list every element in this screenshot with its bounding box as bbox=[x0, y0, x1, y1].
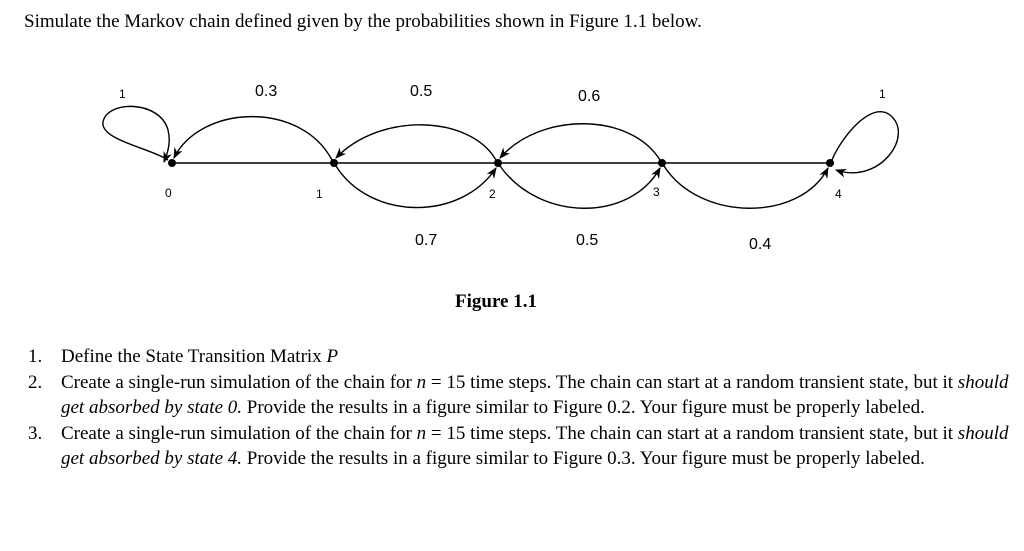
math-equation: = 15 bbox=[426, 371, 466, 393]
prob-label-2-1: 0.5 bbox=[410, 83, 432, 100]
prob-label-3-4: 0.4 bbox=[749, 236, 771, 253]
edge-3-2 bbox=[499, 123, 661, 161]
state-label-3: 3 bbox=[653, 185, 660, 199]
prob-label-0-0: 1 bbox=[119, 87, 126, 101]
list-item-number: 1. bbox=[28, 346, 43, 367]
emphasis-text: should get absorbed by state 4. bbox=[61, 422, 1009, 470]
list-item: 3. Create a single-run simulation of the… bbox=[24, 421, 1014, 472]
state-node-3 bbox=[658, 159, 666, 167]
figure-caption: Figure 1.1 bbox=[455, 291, 537, 312]
prob-label-2-3: 0.5 bbox=[576, 232, 598, 249]
state-node-1 bbox=[330, 159, 338, 167]
edge-1-0 bbox=[173, 115, 333, 161]
edge-1-2 bbox=[335, 165, 497, 209]
emphasis-text: should get absorbed by state 0. bbox=[61, 371, 1009, 419]
edge-2-1 bbox=[335, 124, 497, 161]
list-item: 2. Create a single-run simulation of the… bbox=[24, 370, 1014, 421]
edge-2-3 bbox=[499, 165, 661, 209]
math-equation: = 15 bbox=[426, 422, 466, 444]
prob-label-1-2: 0.7 bbox=[415, 232, 437, 249]
list-item-number: 3. bbox=[28, 422, 43, 444]
math-symbol: n bbox=[416, 371, 427, 393]
prob-label-4-4: 1 bbox=[879, 87, 886, 101]
state-label-0: 0 bbox=[165, 186, 172, 200]
prob-label-3-2: 0.6 bbox=[578, 88, 600, 105]
list-item-text: Provide the results in a figure similar … bbox=[242, 448, 925, 469]
task-list: 1. Define the State Transition Matrix P … bbox=[24, 344, 1014, 472]
state-label-1: 1 bbox=[316, 187, 323, 201]
edge-3-4 bbox=[663, 165, 829, 209]
math-symbol: n bbox=[416, 422, 427, 444]
state-node-2 bbox=[494, 159, 502, 167]
math-symbol: P bbox=[326, 346, 339, 367]
markov-chain-diagram: 0 1 2 3 4 1 0.3 0.7 0.5 0.5 0.6 0.4 1 bbox=[102, 83, 899, 253]
state-node-4 bbox=[826, 159, 834, 167]
list-item-text: Define the State Transition Matrix bbox=[61, 346, 327, 367]
state-label-4: 4 bbox=[835, 187, 842, 201]
list-item-text: Provide the results in a figure similar … bbox=[242, 397, 925, 418]
edge-4-4 bbox=[831, 111, 899, 178]
list-item: 1. Define the State Transition Matrix P bbox=[24, 344, 1014, 370]
intro-text: Simulate the Markov chain defined given … bbox=[24, 11, 702, 32]
list-item-text: Create a single-run simulation of the ch… bbox=[61, 371, 417, 393]
prob-label-1-0: 0.3 bbox=[255, 83, 277, 100]
list-item-text: time steps. The chain can start at a ran… bbox=[465, 422, 958, 444]
edge-0-0 bbox=[102, 105, 172, 164]
list-item-text: time steps. The chain can start at a ran… bbox=[465, 371, 958, 393]
state-node-0 bbox=[168, 159, 176, 167]
list-item-text: Create a single-run simulation of the ch… bbox=[61, 422, 417, 444]
list-item-number: 2. bbox=[28, 371, 43, 393]
state-label-2: 2 bbox=[489, 187, 496, 201]
